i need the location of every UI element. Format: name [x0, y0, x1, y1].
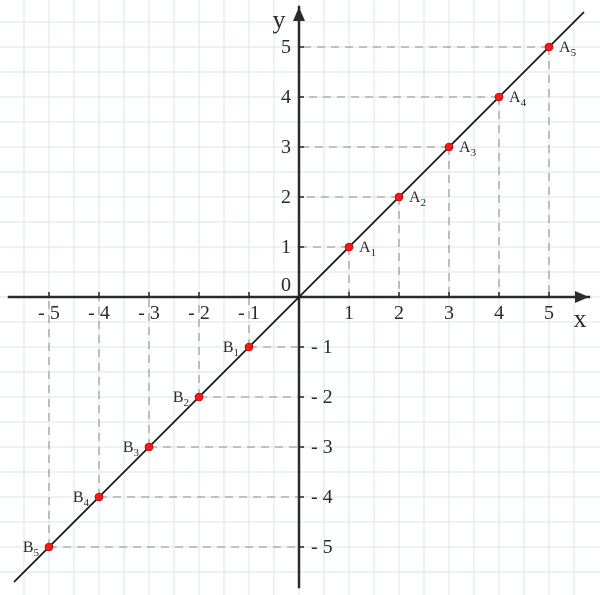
x-axis-label: x: [574, 304, 587, 333]
y-tick-label: - 5: [311, 536, 333, 558]
y-tick-label: - 4: [311, 486, 333, 508]
x-tick-label: - 1: [238, 302, 260, 324]
x-tick-label: - 3: [138, 302, 160, 324]
y-tick-label: - 3: [311, 436, 333, 458]
x-tick-label: - 2: [188, 302, 210, 324]
y-tick-label: 2: [281, 186, 291, 208]
x-tick-label: 2: [394, 302, 404, 324]
data-point: [345, 243, 353, 251]
y-tick-label: - 1: [311, 336, 333, 358]
coordinate-plane-chart: - 5 - 4 - 3 - 2 - 1 1 2 3 4 5 - 5 - 4 - 3 - 2 - 1 1 2 3 4 5…: [0, 0, 600, 595]
x-tick-label: - 5: [38, 302, 60, 324]
data-point: [245, 343, 253, 351]
data-point: [545, 43, 553, 51]
y-tick-label: 3: [281, 136, 291, 158]
data-point: [495, 93, 503, 101]
x-tick-label: 3: [444, 302, 454, 324]
data-point: [95, 493, 103, 501]
data-point: [445, 143, 453, 151]
x-tick-label: 5: [544, 302, 554, 324]
origin-label: 0: [281, 274, 291, 296]
y-axis-label: y: [273, 5, 286, 34]
y-tick-label: 4: [281, 86, 291, 108]
data-point: [395, 193, 403, 201]
data-point: [45, 543, 53, 551]
data-point: [145, 443, 153, 451]
y-tick-label: 5: [281, 36, 291, 58]
y-tick-label: - 2: [311, 386, 333, 408]
data-point: [195, 393, 203, 401]
x-tick-label: 1: [344, 302, 354, 324]
x-tick-label: 4: [494, 302, 504, 324]
y-tick-label: 1: [281, 236, 291, 258]
x-tick-label: - 4: [88, 302, 110, 324]
